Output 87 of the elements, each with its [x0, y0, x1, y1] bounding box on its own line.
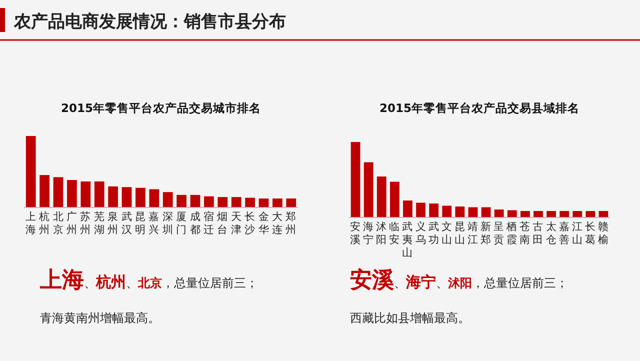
bar: [245, 198, 255, 207]
x-tick-label: 武夷山: [402, 220, 414, 259]
x-tick-label: 栖霞: [506, 221, 518, 246]
x-tick-label: 义乌: [415, 220, 426, 246]
x-tick-label: 长葛: [584, 220, 596, 246]
x-tick-label: 成都: [190, 210, 201, 236]
bar: [94, 181, 104, 207]
x-tick-label: 临安: [389, 221, 400, 246]
x-tick-label: 深圳: [161, 211, 174, 236]
x-tick-label: 江山: [572, 221, 583, 246]
bar: [258, 198, 269, 207]
bar: [231, 197, 242, 207]
x-tick-label: 北京: [52, 210, 64, 236]
x-tick-label: 芜湖: [94, 210, 105, 236]
bar: [350, 142, 360, 217]
bar: [26, 136, 36, 207]
bar: [218, 197, 228, 207]
bar: [442, 206, 452, 217]
bar: [481, 207, 491, 217]
x-tick-label: 厦门: [176, 211, 188, 236]
bar: [416, 202, 426, 217]
x-tick-label: 广州: [66, 210, 78, 236]
chart-title: 2015年零售平台农产品交易城市排名: [60, 101, 262, 115]
bar: [560, 211, 570, 217]
x-tick-label: 靖江: [467, 220, 478, 246]
text: 上海、杭州、北京，总量位居前三；: [39, 268, 258, 293]
x-tick-label: 文山: [441, 220, 452, 246]
bar: [598, 211, 608, 217]
x-tick-label: 昆明: [134, 211, 146, 236]
chart-title: 2015年零售平台农产品交易县域排名: [379, 101, 580, 115]
x-tick-label: 苍南: [520, 220, 531, 246]
x-tick-label: 长沙: [244, 210, 256, 236]
x-tick-label: 安溪: [350, 220, 362, 246]
x-tick-label: 金华: [258, 211, 270, 236]
text: 西藏比如县增幅最高。: [350, 311, 470, 325]
bar: [80, 181, 91, 207]
bar: [67, 180, 77, 207]
x-tick-label: 武汉: [121, 210, 132, 236]
bar: [507, 210, 517, 217]
bar: [390, 182, 400, 217]
x-tick-label: 太仓: [546, 220, 557, 246]
bar: [572, 211, 582, 217]
bar: [272, 198, 282, 207]
x-tick-label: 嘉善: [558, 220, 570, 246]
bar: [403, 200, 412, 217]
x-tick-label: 嘉兴: [148, 210, 160, 236]
bar: [546, 211, 556, 217]
x-tick-label: 郑州: [286, 211, 297, 236]
x-tick-label: 杭州: [38, 210, 50, 236]
bar: [534, 211, 543, 217]
bar: [376, 176, 386, 217]
x-tick-label: 武功: [428, 220, 440, 246]
bar: [455, 206, 465, 217]
bar: [468, 207, 478, 217]
bar: [204, 196, 214, 207]
bar: [162, 192, 173, 207]
x-tick-label: 天津: [230, 211, 242, 236]
bar: [286, 198, 296, 207]
x-tick-label: 宿迁: [203, 210, 214, 236]
x-tick-label: 大连: [272, 210, 283, 236]
bar: [520, 211, 530, 217]
text: 青海黄南州增幅最高。: [40, 311, 160, 325]
x-tick-label: 赣榆: [598, 220, 609, 246]
bar: [586, 211, 596, 217]
x-tick-label: 上海: [25, 210, 36, 236]
bar: [53, 177, 64, 207]
bar: [494, 210, 504, 217]
x-tick-label: 呈贡: [494, 221, 505, 246]
x-tick-label: 古田: [532, 220, 544, 246]
bar: [40, 175, 50, 207]
bar: [364, 162, 374, 217]
x-tick-label: 沭阳: [376, 221, 388, 246]
x-tick-label: 昆山: [454, 221, 466, 246]
x-tick-label: 泉州: [108, 211, 119, 236]
text: 安溪、海宁、沭阳，总量位居前三；: [350, 267, 568, 293]
text: 农产品电商发展情况：销售市县分布: [13, 12, 286, 32]
bar: [149, 189, 160, 207]
bar: [136, 188, 146, 207]
x-tick-label: 苏州: [80, 210, 92, 236]
x-tick-label: 海宁: [363, 221, 374, 246]
bar: [176, 194, 186, 207]
bar: [108, 186, 118, 207]
x-tick-label: 新郑: [480, 220, 492, 246]
x-tick-label: 烟台: [217, 211, 228, 236]
bar: [190, 194, 200, 207]
bar: [429, 204, 439, 217]
bar: [122, 187, 132, 207]
